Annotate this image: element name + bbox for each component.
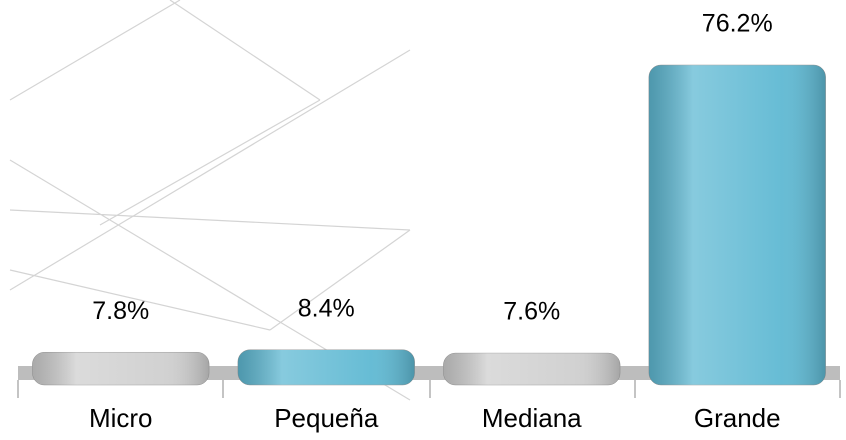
bar-shine (32, 352, 210, 385)
bar-shine (237, 349, 415, 385)
platform (17, 366, 841, 398)
value-label: 8.4% (298, 294, 355, 322)
value-label: 7.8% (92, 297, 149, 325)
bar-shine (648, 65, 826, 385)
x-tick-label: Grande (694, 403, 781, 433)
x-tick-label: Pequeña (274, 403, 379, 433)
value-label: 7.6% (503, 298, 560, 326)
x-tick-label: Micro (89, 403, 153, 433)
background-decoration (9, 0, 411, 401)
x-tick-label: Mediana (482, 403, 582, 433)
value-label: 76.2% (702, 10, 773, 38)
bar-shine (443, 353, 621, 385)
